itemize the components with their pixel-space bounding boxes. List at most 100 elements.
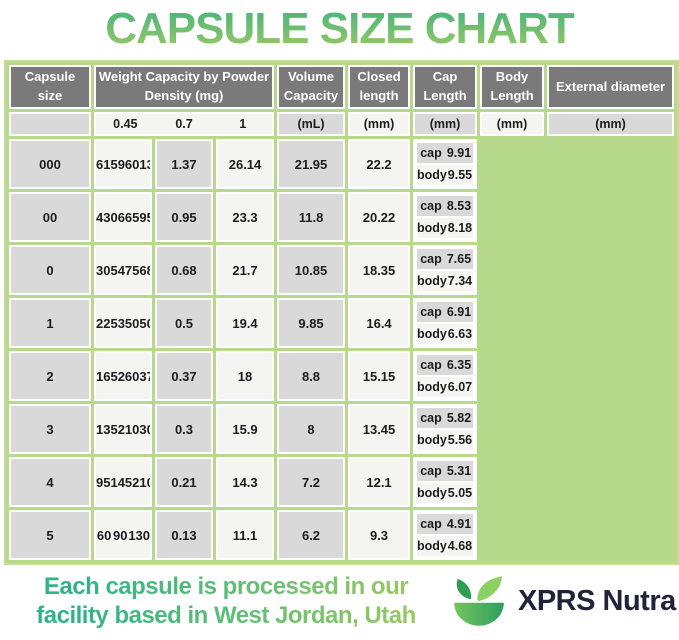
external-cap-label: cap [420,517,442,531]
volume-capacity-cell: 1.37 [155,139,213,189]
cap-length-cell: 21.95 [277,139,346,189]
units-closed-cell: (mm) [348,112,411,136]
external-body-label: body [417,327,447,341]
weight-value: 430 [96,209,118,225]
external-diameter-cell: cap 5.82 body 5.56 [413,404,478,454]
brand-logo: XPRS Nutra [448,574,676,628]
weight-value: 130 [128,527,151,543]
closed-length-cell: 18 [216,351,275,401]
volume-capacity-cell: 0.5 [155,298,213,348]
external-cap-band: cap 5.82 [417,408,474,428]
weight-value: 305 [96,262,118,278]
closed-length-cell: 15.9 [216,404,275,454]
weight-value: 60 [96,527,112,543]
external-cap-band: cap 6.91 [417,302,474,322]
external-diameter-bands: cap 6.35 body 6.07 [417,355,474,397]
weight-values: 430665950 [96,210,150,225]
weight-capacity-cell: 165260370 [94,351,152,401]
external-body-value: 4.68 [447,539,473,553]
weight-value: 90 [113,527,128,543]
external-cap-label: cap [420,464,442,478]
external-diameter-bands: cap 6.91 body 6.63 [417,302,474,344]
facility-note-line2: facility based in West Jordan, Utah [36,602,416,630]
cap-length-cell: 8.8 [277,351,346,401]
weight-values: 305475680 [96,263,150,278]
cap-length-cell: 10.85 [277,245,346,295]
weight-value: 350 [117,315,140,331]
weight-capacity-cell: 135210300 [94,404,152,454]
weight-values: 6159601370 [96,157,150,172]
cap-length-cell: 8 [277,404,346,454]
weight-value: 680 [139,262,150,278]
external-body-label: body [417,433,447,447]
weight-value: 225 [96,315,118,331]
header-row: Capsule size Weight Capacity by Powder D… [9,65,675,109]
body-length-cell: 22.2 [348,139,411,189]
weight-value: 145 [110,474,133,490]
header-cap-length: Cap Length [413,65,478,109]
cap-length-cell: 7.2 [277,457,346,507]
units-external-cell: (mm) [547,112,675,136]
weight-values: 225350500 [96,316,150,331]
table-row: 5 60 90 130 0.13 11.1 6.2 9.3 cap 4.91 body 4.68 [9,510,674,560]
capsule-size-cell: 4 [9,457,91,507]
weight-value: 370 [139,368,150,384]
external-cap-label: cap [420,252,442,266]
facility-note: Each capsule is processed in our facilit… [16,572,436,631]
external-body-value: 5.05 [447,486,473,500]
capsule-size-table: Capsule size Weight Capacity by Powder D… [4,60,679,565]
header-external-diameter: External diameter [547,65,675,109]
external-body-value: 8.18 [447,221,473,235]
external-cap-value: 5.31 [446,464,472,478]
external-cap-band: cap 6.35 [417,355,474,375]
external-diameter-cell: cap 4.91 body 4.68 [413,510,478,560]
volume-capacity-cell: 0.13 [155,510,213,560]
units-empty-cell [9,112,91,136]
external-body-value: 7.34 [447,274,473,288]
weight-value: 500 [139,315,150,331]
leaf-bowl-icon [454,576,504,627]
external-cap-band: cap 5.31 [417,461,474,481]
external-diameter-bands: cap 8.53 body 8.18 [417,196,474,238]
cap-length-cell: 6.2 [277,510,346,560]
external-body-band: body 8.18 [417,218,474,238]
external-cap-label: cap [420,411,442,425]
external-cap-value: 8.53 [446,199,472,213]
weight-values: 165260370 [96,369,150,384]
volume-capacity-cell: 0.95 [155,192,213,242]
weight-value: 210 [117,421,140,437]
closed-length-cell: 21.7 [216,245,275,295]
external-body-band: body 6.07 [417,377,474,397]
external-cap-band: cap 8.53 [417,196,474,216]
body-length-cell: 13.45 [348,404,411,454]
weight-value: 210 [132,474,152,490]
header-body-length: Body Length [480,65,545,109]
units-row: 0.45 0.7 1 (mL) (mm) (mm) (mm) (mm) [9,112,675,136]
body-length-cell: 16.4 [348,298,411,348]
external-body-band: body 7.34 [417,271,474,291]
weight-values: 60 90 130 [96,528,150,543]
external-body-band: body 6.63 [417,324,474,344]
external-body-label: body [417,274,447,288]
weight-value: 135 [96,421,118,437]
weight-values: 95 145 210 [96,475,150,490]
external-diameter-cell: cap 6.35 body 6.07 [413,351,478,401]
capsule-size-cell: 000 [9,139,91,189]
external-cap-value: 9.91 [446,146,472,160]
weight-capacity-cell: 6159601370 [94,139,152,189]
weight-capacity-cell: 430665950 [94,192,152,242]
closed-length-cell: 14.3 [216,457,275,507]
external-diameter-cell: cap 9.91 body 9.55 [413,139,478,189]
closed-length-cell: 19.4 [216,298,275,348]
capsule-size-cell: 00 [9,192,91,242]
external-cap-value: 4.91 [446,517,472,531]
density-value: 1 [239,117,247,131]
table-row: 4 95 145 210 0.21 14.3 7.2 12.1 cap 5.31 body 5.05 [9,457,674,507]
closed-length-cell: 26.14 [216,139,275,189]
weight-capacity-cell: 305475680 [94,245,152,295]
external-body-label: body [417,168,447,182]
